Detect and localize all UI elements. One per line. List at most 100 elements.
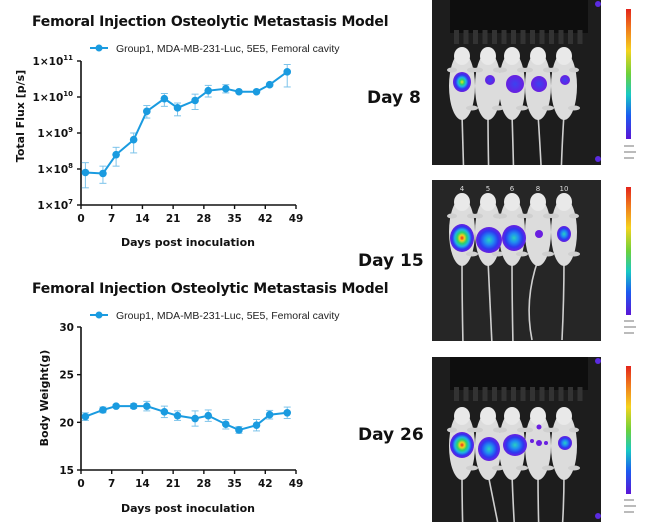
mouse-leg <box>568 251 580 257</box>
x-axis-title: Days post inoculation <box>121 236 255 249</box>
bioluminescence-signal <box>544 441 548 445</box>
x-tick-label: 49 <box>289 478 304 490</box>
x-tick-label: 14 <box>135 478 150 490</box>
data-point <box>81 412 90 421</box>
data-point <box>252 421 261 429</box>
holder-slot <box>463 387 469 401</box>
mouse-arm <box>523 427 533 433</box>
data-point <box>99 406 107 414</box>
mouse-tail <box>561 259 565 341</box>
mouse-arm <box>473 427 483 433</box>
x-tick-label: 28 <box>197 478 212 490</box>
holder-slot <box>568 30 573 44</box>
mouse-leg <box>466 251 478 257</box>
mouse-leg <box>466 105 478 111</box>
mouse-arm <box>473 213 483 219</box>
data-point <box>204 411 213 420</box>
weight-chart-axes: 0 7 14 21 28 35 42 49 30 25 20 15 <box>59 322 303 490</box>
holder-slot <box>558 30 564 44</box>
x-tick-label: 0 <box>77 478 84 490</box>
mouse-leg <box>516 251 528 257</box>
holder-slot <box>511 387 516 401</box>
mouse-leg <box>516 105 528 111</box>
mouse-arm <box>447 427 457 433</box>
mouse-tail <box>461 259 464 341</box>
mouse-tail <box>537 113 542 165</box>
flux-chart-legend: Group1, MDA-MB-231-Luc, 5E5, Femoral cav… <box>90 43 340 55</box>
mouse-arm <box>497 427 507 433</box>
day-label-26: Day 26 <box>358 425 424 445</box>
holder-slot <box>530 387 535 401</box>
holder-slot <box>520 30 526 44</box>
mouse-head <box>454 407 470 425</box>
mouse-tail <box>561 473 565 522</box>
tick-base: 1×10 <box>33 56 64 68</box>
y-tick-label: 1×107 <box>37 198 73 212</box>
holder-slot <box>492 30 497 44</box>
mouse-leg <box>466 465 478 471</box>
mouse-head <box>530 407 546 425</box>
tick-exponent: 8 <box>68 162 73 170</box>
y-axis-title: Body Weight(g) <box>38 350 51 447</box>
data-point <box>160 94 169 103</box>
legend-label: Group1, MDA-MB-231-Luc, 5E5, Femoral cav… <box>116 310 340 322</box>
x-tick-label: 21 <box>166 478 181 490</box>
mouse-tail <box>511 259 514 341</box>
colorbar-caption <box>624 157 634 159</box>
data-point <box>221 84 230 93</box>
data-point <box>99 169 107 178</box>
x-tick-label: 42 <box>258 213 273 225</box>
holder-slot <box>473 30 478 44</box>
mouse-leg <box>516 465 528 471</box>
edge-artifact <box>595 1 601 7</box>
weight-chart: 0 7 14 21 28 35 42 49 30 25 20 15 Group1, MDA-MB-23… <box>38 310 340 515</box>
mouse-head <box>480 193 496 211</box>
y-tick-label: 1×1011 <box>33 54 74 68</box>
mouse-tail <box>461 473 464 522</box>
data-point <box>265 80 274 89</box>
bioluminescence-image-day-8 <box>432 0 601 165</box>
mouse-head <box>530 193 546 211</box>
mouse-id-label: 6 <box>510 185 515 193</box>
weight-chart-legend: Group1, MDA-MB-231-Luc, 5E5, Femoral cav… <box>90 310 340 322</box>
mouse-head <box>480 407 496 425</box>
mouse-leg <box>542 251 554 257</box>
holder-slot <box>549 30 554 44</box>
data-point <box>81 168 90 177</box>
mouse-arm <box>549 427 559 433</box>
holder-slot <box>501 30 507 44</box>
mouse-id-label: 8 <box>536 185 540 193</box>
y-tick-label: 1×1010 <box>33 90 74 104</box>
y-tick-label: 25 <box>59 370 74 382</box>
x-tick-label: 14 <box>135 213 150 225</box>
nose-cone-holder <box>450 357 588 390</box>
mouse-arm <box>473 67 483 73</box>
holder-slot <box>482 387 488 401</box>
mouse-head <box>556 47 572 65</box>
bioluminescence-signal <box>558 436 572 450</box>
x-tick-label: 7 <box>108 478 115 490</box>
bioluminescence-signal <box>476 227 502 253</box>
holder-slot <box>577 30 583 44</box>
holder-slot <box>539 30 545 44</box>
bioluminescence-signal <box>450 432 474 458</box>
mouse-arm <box>447 213 457 219</box>
legend-label: Group1, MDA-MB-231-Luc, 5E5, Femoral cav… <box>116 43 340 55</box>
y-tick-label: 15 <box>59 465 74 477</box>
data-point <box>173 104 182 112</box>
mouse-tail <box>487 259 493 341</box>
colorbar-caption <box>624 505 636 507</box>
data-point <box>143 402 151 410</box>
holder-slot <box>454 30 459 44</box>
mouse-arm <box>447 67 457 73</box>
data-point <box>160 408 169 416</box>
bioluminescence-image-day-26 <box>432 357 601 522</box>
colorbar-caption <box>624 320 634 322</box>
day-label-15: Day 15 <box>358 251 424 271</box>
mouse-arm <box>523 67 533 73</box>
mouse-id-label: 5 <box>486 185 490 193</box>
flux-chart: 0 7 14 21 28 35 42 491×10111×10101×1091×1081×10… <box>14 43 340 249</box>
holder-slot <box>530 30 535 44</box>
mouse-head <box>480 47 496 65</box>
x-tick-label: 21 <box>166 213 181 225</box>
